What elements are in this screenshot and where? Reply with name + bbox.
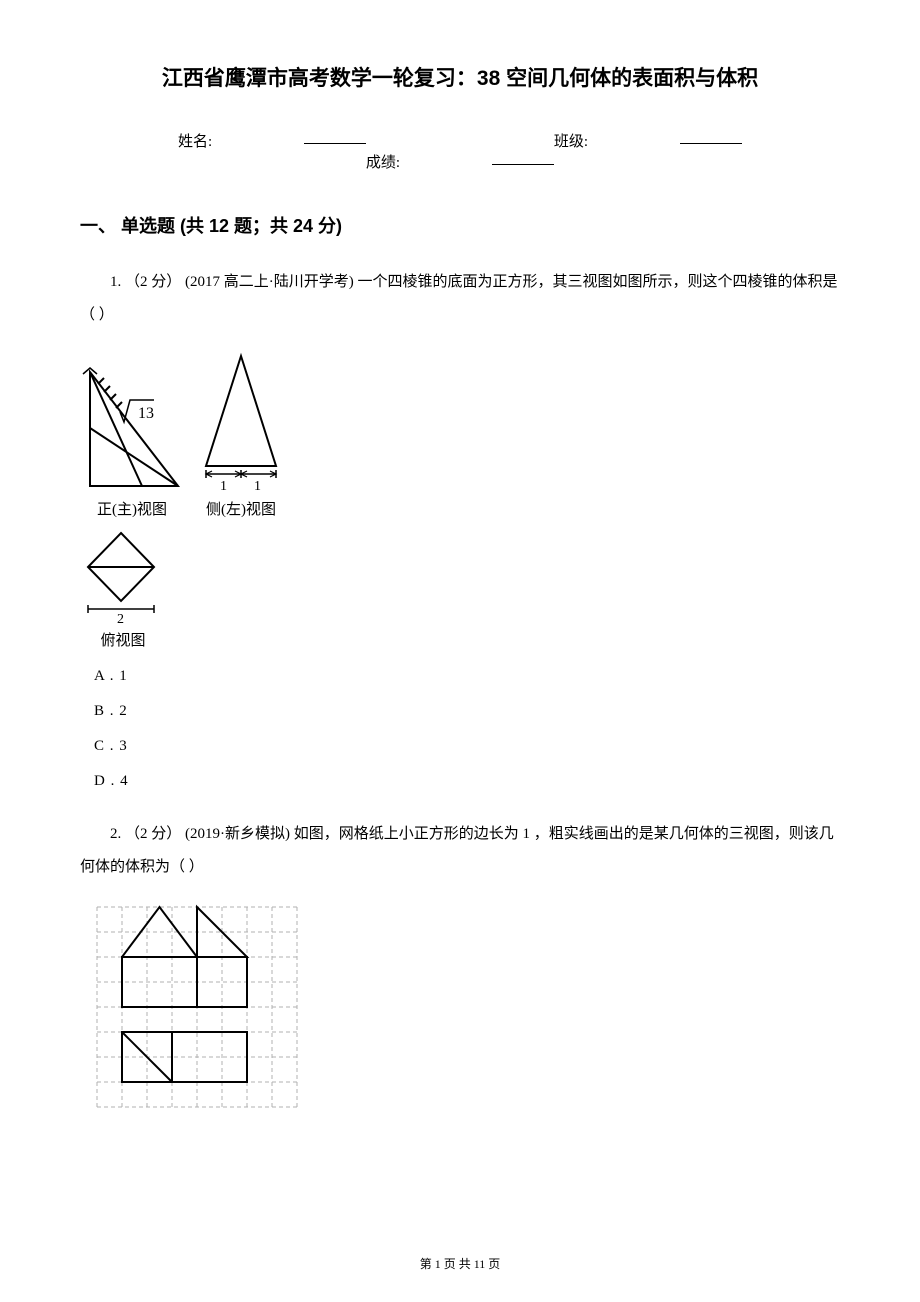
score-label: 成绩:	[320, 155, 600, 171]
front-view-label: 正(主)视图	[97, 498, 167, 519]
side-view-label: 侧(左)视图	[206, 498, 276, 519]
page-title: 江西省鹰潭市高考数学一轮复习：38 空间几何体的表面积与体积	[80, 62, 840, 92]
q2-figure	[92, 902, 840, 1120]
q1-front-view: 13 正(主)视图	[80, 362, 184, 519]
section-heading: 一、 单选题 (共 12 题；共 24 分)	[80, 212, 840, 238]
svg-text:1: 1	[220, 479, 227, 494]
svg-text:2: 2	[117, 612, 124, 627]
side-view-svg: 1 1	[196, 350, 286, 496]
class-label: 班级:	[508, 134, 788, 150]
q1-top-view: 2 俯视图	[80, 527, 166, 650]
q1-option-c: C . 3	[94, 738, 840, 755]
q1-option-b: B . 2	[94, 703, 840, 720]
question-2-text: 2. （2 分） (2019·新乡模拟) 如图，网格纸上小正方形的边长为 1 ，…	[80, 818, 840, 884]
page-footer: 第 1 页 共 11 页	[0, 1255, 920, 1272]
svg-text:13: 13	[138, 405, 154, 422]
question-1-text: 1. （2 分） (2017 高二上·陆川开学考) 一个四棱锥的底面为正方形，其…	[80, 266, 840, 332]
name-label: 姓名:	[132, 134, 412, 150]
form-row: 姓名: 班级: 成绩:	[80, 130, 840, 172]
q1-option-a: A . 1	[94, 668, 840, 685]
top-view-svg: 2	[80, 527, 162, 627]
q1-options: A . 1 B . 2 C . 3 D . 4	[80, 668, 840, 790]
q1-figures: 13 正(主)视图	[80, 350, 840, 519]
top-view-label: 俯视图	[80, 629, 166, 650]
front-view-svg: 13	[80, 362, 184, 496]
q1-option-d: D . 4	[94, 773, 840, 790]
svg-text:1: 1	[254, 479, 261, 494]
q2-grid-svg	[92, 902, 302, 1120]
q1-side-view: 1 1 侧(左)视图	[196, 350, 286, 519]
